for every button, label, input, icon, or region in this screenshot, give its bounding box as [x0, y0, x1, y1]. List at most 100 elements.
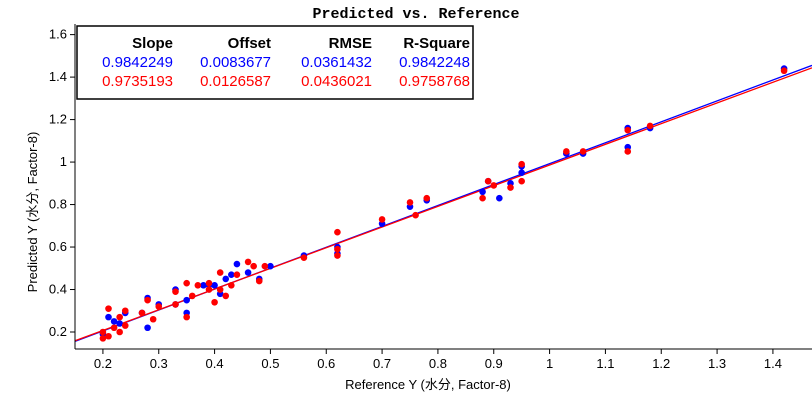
stats-header-1: Offset — [228, 35, 271, 52]
y-tick-label-0: 0.2 — [49, 324, 67, 339]
point-s1-35 — [378, 216, 386, 223]
x-axis-label: Reference Y (水分, Factor-8) — [345, 377, 511, 392]
stats-value-r1-c0: 0.9735193 — [102, 73, 173, 90]
point-s1-42 — [507, 184, 514, 191]
point-s1-29 — [255, 277, 263, 285]
point-s0-12 — [183, 296, 190, 304]
point-s1-18 — [194, 281, 202, 289]
point-s1-8 — [121, 322, 129, 329]
point-s1-44 — [518, 177, 525, 185]
point-s1-9 — [138, 309, 146, 317]
point-s1-6 — [116, 328, 123, 336]
y-tick-label-1: 0.4 — [49, 282, 67, 297]
x-tick-label-9: 1.1 — [596, 356, 614, 371]
y-tick-label-3: 0.8 — [49, 197, 67, 212]
point-s1-38 — [423, 194, 431, 202]
point-s1-10 — [144, 296, 151, 304]
point-s1-39 — [479, 194, 486, 202]
point-s1-14 — [172, 301, 179, 308]
x-tick-label-3: 0.5 — [261, 356, 279, 371]
point-s1-46 — [579, 148, 587, 155]
fit-line-1 — [74, 67, 812, 342]
point-s1-34 — [334, 252, 341, 259]
point-s1-4 — [110, 324, 118, 332]
point-s0-13 — [200, 281, 207, 289]
point-s1-5 — [116, 313, 123, 321]
stats-value-r0-c1: 0.0083677 — [200, 54, 271, 71]
point-s1-2 — [105, 305, 112, 312]
point-s1-24 — [222, 292, 230, 300]
point-s1-41 — [490, 182, 498, 189]
point-s1-26 — [233, 271, 241, 278]
point-s0-15 — [211, 281, 218, 289]
x-tick-label-0: 0.2 — [94, 356, 112, 371]
point-s1-3 — [105, 332, 112, 340]
x-tick-label-4: 0.6 — [317, 356, 335, 371]
point-s1-1 — [99, 335, 107, 342]
point-s1-19 — [205, 279, 213, 287]
point-s1-33 — [334, 245, 341, 253]
stats-value-r0-c0: 0.9842249 — [102, 54, 173, 71]
point-s1-13 — [172, 288, 179, 295]
point-s1-11 — [149, 315, 157, 323]
y-axis-label: Predicted Y (水分, Factor-8) — [25, 132, 40, 293]
point-s0-3 — [116, 320, 123, 327]
x-tick-label-5: 0.7 — [373, 356, 391, 371]
x-tick-label-7: 0.9 — [485, 356, 503, 371]
point-s1-0 — [99, 328, 107, 336]
y-tick-label-5: 1.2 — [49, 112, 67, 127]
stats-header-0: Slope — [132, 35, 173, 52]
point-s1-31 — [300, 254, 308, 261]
point-s0-2 — [110, 318, 118, 325]
point-s0-17 — [222, 275, 230, 283]
point-s1-25 — [228, 281, 235, 289]
point-s0-7 — [144, 324, 151, 332]
point-s1-37 — [412, 211, 419, 219]
point-s0-19 — [233, 260, 241, 268]
point-s1-32 — [334, 228, 341, 236]
point-s1-30 — [261, 262, 269, 270]
x-tick-label-10: 1.2 — [652, 356, 670, 371]
stats-header-3: R-Square — [403, 35, 470, 52]
x-tick-label-2: 0.4 — [206, 356, 224, 371]
stats-value-r1-c2: 0.0436021 — [301, 73, 372, 90]
x-tick-label-1: 0.3 — [150, 356, 168, 371]
point-s1-20 — [205, 286, 213, 293]
x-tick-label-8: 1 — [546, 356, 553, 371]
y-tick-label-7: 1.6 — [49, 27, 67, 42]
point-s1-48 — [624, 148, 632, 155]
point-s1-40 — [484, 177, 492, 185]
point-s0-31 — [496, 194, 503, 202]
point-s0-22 — [267, 262, 274, 270]
point-s1-27 — [244, 258, 252, 266]
point-s0-34 — [518, 169, 525, 176]
chart-title: Predicted vs. Reference — [312, 6, 519, 23]
point-s1-28 — [250, 262, 257, 270]
point-s1-22 — [216, 269, 224, 276]
point-s1-16 — [183, 313, 190, 321]
point-s1-47 — [624, 126, 632, 134]
x-tick-label-12: 1.4 — [764, 356, 782, 371]
stats-header-2: RMSE — [329, 35, 372, 52]
point-s1-49 — [646, 122, 654, 130]
point-s1-12 — [155, 303, 163, 310]
point-s0-29 — [479, 188, 486, 196]
point-s1-21 — [211, 298, 218, 306]
stats-value-r1-c3: 0.9758768 — [399, 73, 470, 90]
point-s1-23 — [216, 286, 224, 293]
stats-value-r1-c1: 0.0126587 — [200, 73, 271, 90]
stats-value-r0-c2: 0.0361432 — [301, 54, 372, 71]
y-tick-label-6: 1.4 — [49, 69, 67, 84]
stats-value-r0-c3: 0.9842248 — [399, 54, 470, 71]
point-s1-17 — [188, 292, 196, 300]
point-s0-1 — [105, 313, 112, 321]
point-s1-36 — [406, 199, 414, 206]
y-tick-label-2: 0.6 — [49, 239, 67, 254]
point-s1-43 — [518, 160, 525, 168]
point-s1-50 — [780, 67, 788, 75]
stats-table-box — [76, 25, 474, 100]
point-s1-15 — [183, 279, 190, 287]
point-s1-7 — [121, 307, 129, 315]
x-tick-label-6: 0.8 — [429, 356, 447, 371]
